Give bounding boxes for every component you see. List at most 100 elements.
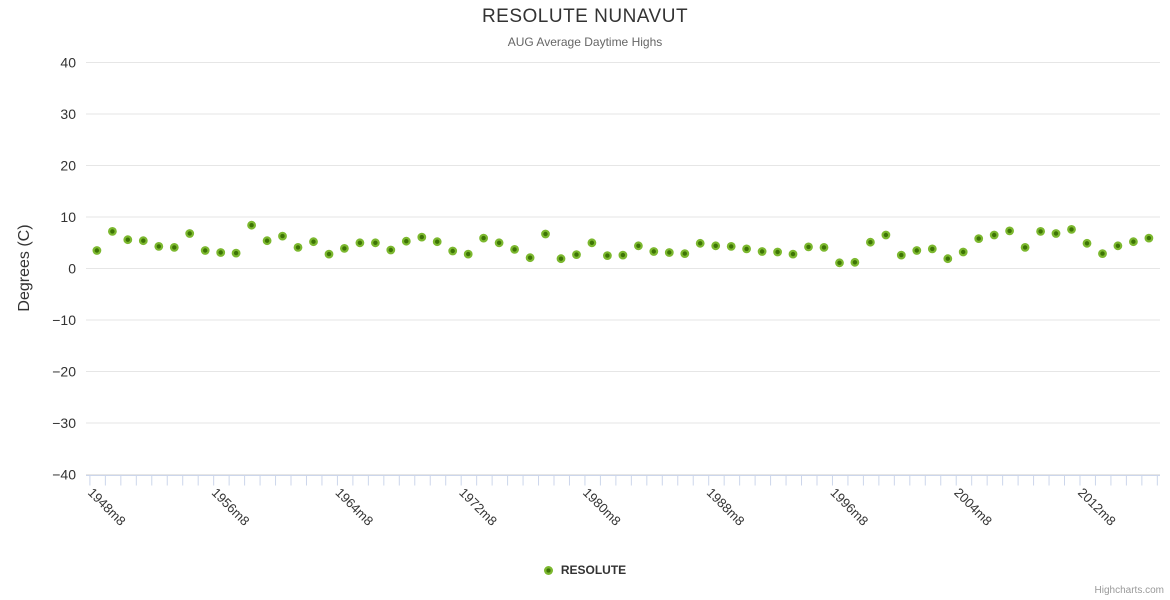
data-point[interactable] bbox=[634, 241, 643, 251]
data-point[interactable] bbox=[262, 236, 272, 246]
x-axis-label-group: 1980m8 bbox=[580, 485, 624, 529]
data-point[interactable] bbox=[943, 254, 953, 264]
data-point[interactable] bbox=[1082, 238, 1092, 248]
x-axis-label-group: 1948m8 bbox=[85, 485, 129, 529]
data-point[interactable] bbox=[896, 250, 906, 260]
y-axis-tick-label: 20 bbox=[60, 158, 76, 174]
y-axis-tick-label: 40 bbox=[60, 55, 76, 71]
x-axis-label-group: 2012m8 bbox=[1075, 485, 1119, 529]
data-point[interactable] bbox=[200, 246, 210, 255]
x-axis-label-group: 1988m8 bbox=[704, 485, 748, 529]
x-axis-tick-label: 2012m8 bbox=[1075, 485, 1119, 529]
data-point[interactable] bbox=[603, 251, 612, 261]
data-point[interactable] bbox=[1005, 226, 1014, 236]
x-axis-label-group: 2004m8 bbox=[951, 485, 995, 529]
data-point[interactable] bbox=[1128, 237, 1138, 247]
data-point[interactable] bbox=[974, 234, 984, 244]
y-axis-tick-label: 0 bbox=[68, 261, 76, 277]
data-point[interactable] bbox=[680, 249, 690, 259]
data-point[interactable] bbox=[1098, 249, 1107, 259]
data-point[interactable] bbox=[1036, 226, 1045, 236]
data-point[interactable] bbox=[1051, 229, 1061, 238]
data-point[interactable] bbox=[324, 249, 334, 259]
data-point[interactable] bbox=[927, 244, 937, 254]
data-point[interactable] bbox=[355, 238, 365, 248]
data-point[interactable] bbox=[340, 243, 349, 253]
data-point[interactable] bbox=[835, 258, 844, 268]
data-point[interactable] bbox=[448, 246, 458, 256]
data-point[interactable] bbox=[726, 241, 736, 251]
data-point[interactable] bbox=[463, 249, 473, 259]
data-point[interactable] bbox=[541, 229, 550, 239]
x-axis-tick-label: 1972m8 bbox=[456, 485, 500, 529]
y-axis-tick-label: −30 bbox=[52, 415, 76, 431]
data-point[interactable] bbox=[216, 248, 226, 257]
data-point[interactable] bbox=[1113, 241, 1123, 251]
data-point[interactable] bbox=[247, 220, 257, 230]
data-point[interactable] bbox=[742, 244, 751, 254]
x-axis-tick-label: 1996m8 bbox=[828, 485, 872, 529]
data-point[interactable] bbox=[510, 244, 519, 254]
data-point[interactable] bbox=[695, 238, 705, 248]
data-point[interactable] bbox=[788, 249, 798, 259]
data-point[interactable] bbox=[958, 247, 968, 257]
data-point[interactable] bbox=[850, 257, 860, 267]
data-point[interactable] bbox=[556, 254, 566, 264]
data-point[interactable] bbox=[123, 235, 133, 245]
data-point[interactable] bbox=[587, 238, 597, 248]
data-point[interactable] bbox=[989, 230, 999, 240]
data-point[interactable] bbox=[386, 245, 396, 255]
data-point[interactable] bbox=[804, 242, 813, 252]
data-point[interactable] bbox=[293, 242, 303, 252]
data-point[interactable] bbox=[309, 237, 318, 247]
data-point[interactable] bbox=[711, 241, 721, 251]
y-axis-tick-label: −10 bbox=[52, 312, 76, 328]
data-point[interactable] bbox=[154, 241, 164, 251]
legend-series-label: RESOLUTE bbox=[560, 563, 627, 577]
data-point[interactable] bbox=[572, 250, 581, 260]
data-point[interactable] bbox=[231, 248, 241, 258]
legend-marker-icon bbox=[543, 565, 553, 575]
data-point[interactable] bbox=[1144, 233, 1154, 243]
data-point[interactable] bbox=[866, 237, 875, 247]
data-point[interactable] bbox=[1067, 224, 1076, 234]
chart-subtitle: AUG Average Daytime Highs bbox=[507, 35, 663, 49]
data-point[interactable] bbox=[479, 233, 489, 243]
x-axis-tick-label: 2004m8 bbox=[951, 485, 995, 529]
y-axis-tick-label: −20 bbox=[52, 364, 76, 380]
data-point[interactable] bbox=[417, 232, 427, 242]
data-point[interactable] bbox=[664, 248, 674, 257]
data-point[interactable] bbox=[649, 247, 659, 256]
data-point[interactable] bbox=[138, 236, 148, 246]
legend-item-resolute[interactable]: RESOLUTE bbox=[0, 563, 1170, 577]
data-point[interactable] bbox=[881, 230, 891, 240]
data-point[interactable] bbox=[185, 229, 195, 238]
data-point[interactable] bbox=[618, 250, 628, 260]
data-point[interactable] bbox=[525, 253, 535, 263]
data-point[interactable] bbox=[432, 237, 442, 247]
data-point[interactable] bbox=[169, 242, 179, 252]
data-point[interactable] bbox=[401, 236, 411, 246]
data-point[interactable] bbox=[912, 246, 922, 255]
x-axis-label-group: 1956m8 bbox=[209, 485, 253, 529]
x-axis-tick-label: 1964m8 bbox=[332, 485, 376, 529]
data-point[interactable] bbox=[819, 242, 829, 252]
x-axis-tick-label: 1980m8 bbox=[580, 485, 624, 529]
data-point[interactable] bbox=[278, 231, 287, 241]
x-axis-label-group: 1964m8 bbox=[332, 485, 376, 529]
data-point[interactable] bbox=[773, 247, 782, 257]
x-axis-tick-label: 1948m8 bbox=[85, 485, 129, 529]
data-point[interactable] bbox=[92, 246, 102, 255]
data-point[interactable] bbox=[757, 247, 767, 256]
data-point[interactable] bbox=[494, 238, 504, 248]
data-point[interactable] bbox=[107, 226, 117, 236]
y-axis-tick-label: 30 bbox=[60, 106, 76, 122]
chart-title: RESOLUTE NUNAVUT bbox=[481, 6, 689, 27]
data-point[interactable] bbox=[371, 238, 380, 248]
y-axis-title: Degrees (C) bbox=[16, 224, 33, 312]
highcharts-credits-link[interactable]: Highcharts.com bbox=[1094, 585, 1164, 596]
y-axis-tick-label: −40 bbox=[52, 467, 76, 483]
data-point[interactable] bbox=[1020, 242, 1030, 252]
